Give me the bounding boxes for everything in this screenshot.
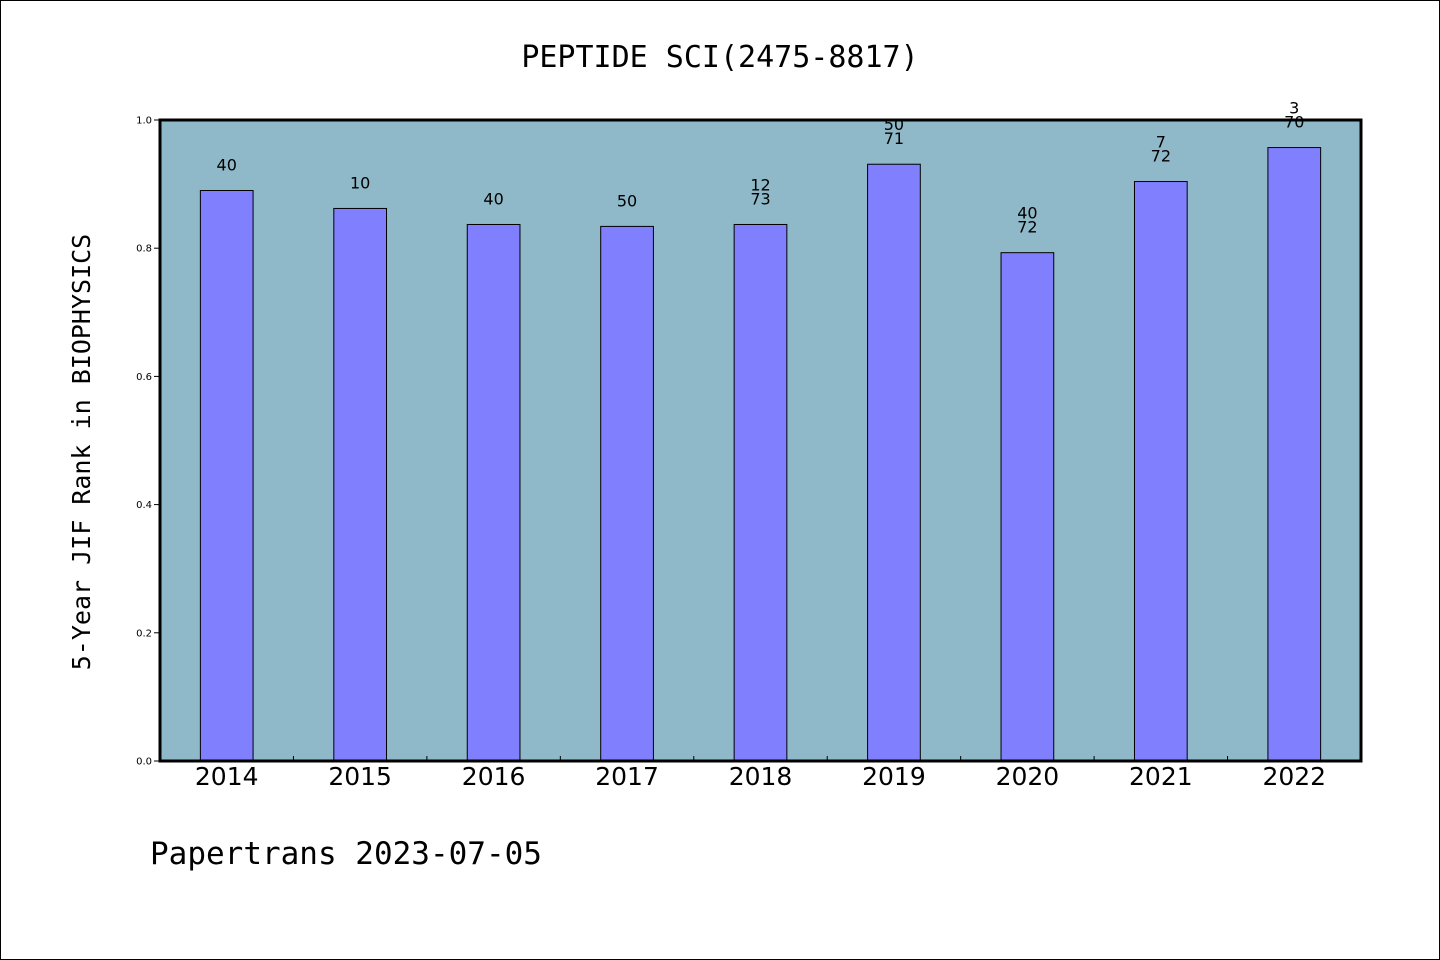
y-tick-label: 0.2 [136,628,152,639]
bar-data-label: 7 [1156,133,1166,152]
bar-2020 [1000,252,1055,762]
x-tick-label-2016: 2016 [462,762,526,791]
bar-data-label: 10 [350,173,370,192]
bar-2021 [1133,181,1188,762]
bar-data-label: 50 [617,191,637,210]
footer-credit: Papertrans 2023-07-05 [150,836,542,872]
bar-data-label: 40 [483,189,503,208]
x-tick-label-2014: 2014 [195,762,259,791]
bar-data-label: 40 [217,156,237,175]
bar-2017 [600,225,654,762]
plot-border [158,118,1363,763]
x-tick-label-2020: 2020 [996,762,1060,791]
bar-data-label: 70 [1284,113,1304,132]
bar-2019 [867,163,921,762]
bar-2014 [199,190,254,762]
bar-2018 [733,223,788,762]
bar-data-label: 73 [750,189,770,208]
y-tick-label: 0.6 [136,372,152,383]
bar-data-label: 72 [1017,218,1037,237]
y-axis-label: 5-Year JIF Rank in BIOPHYSICS [67,234,96,671]
x-tick-label-2019: 2019 [862,762,926,791]
x-tick-label-2021: 2021 [1129,762,1193,791]
bar-data-label: 3 [1289,99,1299,118]
y-axis: 0.0 0.2 0.4 0.6 0.8 1.0 [136,116,160,768]
y-tick-label: 1.0 [136,116,152,127]
x-axis: 2014 2015 2016 2017 2018 2019 2020 2021 2022 [195,756,1326,791]
bar-data-label: 12 [750,175,770,194]
bar-data-label: 72 [1151,147,1171,166]
bars-group [199,147,1322,762]
bar-data-label: 40 [1017,204,1037,223]
bar-2022 [1267,147,1322,762]
y-tick-label: 0.0 [136,757,152,768]
bar-data-label: 71 [884,129,904,148]
x-tick-label-2017: 2017 [595,762,659,791]
y-tick-label: 0.8 [136,244,152,255]
x-tick-label-2022: 2022 [1262,762,1326,791]
x-tick-label-2015: 2015 [328,762,392,791]
x-tick-label-2018: 2018 [729,762,793,791]
bar-2016 [466,223,521,762]
y-tick-label: 0.4 [136,500,152,511]
bar-2015 [333,207,388,762]
chart-title: PEPTIDE SCI(2475-8817) [521,40,918,75]
